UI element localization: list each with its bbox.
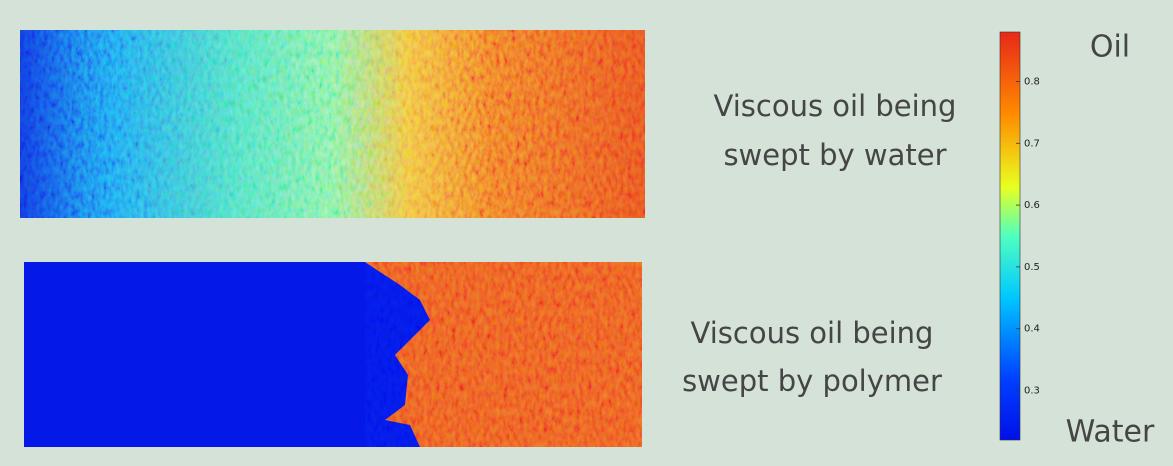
colorbar-bottom-label: Water (1066, 415, 1155, 450)
noise (20, 30, 645, 218)
tick-label: 0.7 (1024, 138, 1040, 149)
noise (365, 262, 642, 447)
tick-label: 0.5 (1024, 262, 1040, 273)
tick-label: 0.3 (1024, 386, 1040, 397)
tick-label: 0.8 (1024, 76, 1040, 87)
heatmap-polymer (24, 262, 642, 447)
colorbar-scale (1000, 32, 1020, 440)
colorbar-top-label: Oil (1090, 30, 1130, 65)
caption-line: Viscous oil being (714, 89, 957, 123)
tick-label: 0.6 (1024, 200, 1040, 211)
tick-label: 0.4 (1024, 324, 1040, 335)
heatmap-water (20, 30, 645, 218)
caption-line: swept by water (723, 138, 946, 172)
caption-line: swept by polymer (682, 364, 942, 398)
slide: Viscous oil being swept by water Viscous… (0, 0, 1173, 466)
caption-line: Viscous oil being (691, 316, 934, 350)
page: Viscous oil being swept by water Viscous… (0, 0, 1173, 466)
